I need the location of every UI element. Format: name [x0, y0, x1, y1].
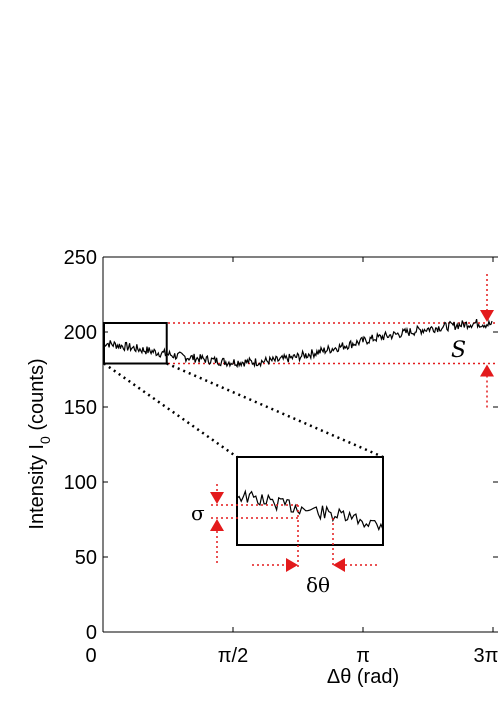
y-tick-label: 0: [86, 622, 97, 644]
zoom-connector-left: [103, 362, 238, 459]
zoom-indicator: [103, 322, 384, 459]
annotations: Sσ δθ: [191, 274, 494, 597]
s-arrow-bottom-head: [480, 364, 494, 377]
x-tick-label: π: [356, 645, 370, 667]
y-axis-label-subscript: 0: [37, 436, 53, 444]
y-tick-label: 250: [64, 247, 97, 269]
intensity-series-line: [102, 318, 493, 369]
y-axis-label-main: Intensity I: [26, 444, 48, 530]
dtheta-arrow-right-head: [333, 558, 345, 572]
s-label: S: [451, 338, 466, 363]
inset-series-line: [236, 489, 384, 532]
sigma-arrow-bottom-head: [210, 519, 224, 531]
x-tick-label: 0: [85, 645, 96, 667]
y-tick-label: 200: [64, 322, 97, 344]
y-tick-label: 150: [64, 397, 97, 419]
zoom-connector-right: [166, 362, 384, 459]
x-tick-label: 3π: [474, 645, 498, 667]
y-tick-label: 100: [64, 472, 97, 494]
series-lines: [102, 318, 493, 369]
y-axis-label-unit: (counts): [26, 358, 48, 436]
dtheta-label: δθ: [306, 573, 330, 597]
x-axis-label: Δθ (rad): [327, 666, 399, 688]
s-arrow-top-head: [480, 310, 494, 322]
inset-box: [236, 456, 384, 546]
y-axis-label: Intensity I0 (counts): [26, 358, 53, 529]
dtheta-arrow-left-head: [286, 558, 298, 572]
sigma-label: σ: [191, 501, 205, 525]
inset: [211, 456, 384, 568]
y-tick-label: 50: [75, 547, 97, 569]
x-tick-label: π/2: [218, 645, 248, 667]
zoom-region-box: [103, 322, 168, 365]
sigma-arrow-top-head: [210, 492, 224, 504]
axes: 0 50 100 150 200 250 0 π/2 π 3π Δθ (rad) Intensity …: [26, 247, 498, 688]
